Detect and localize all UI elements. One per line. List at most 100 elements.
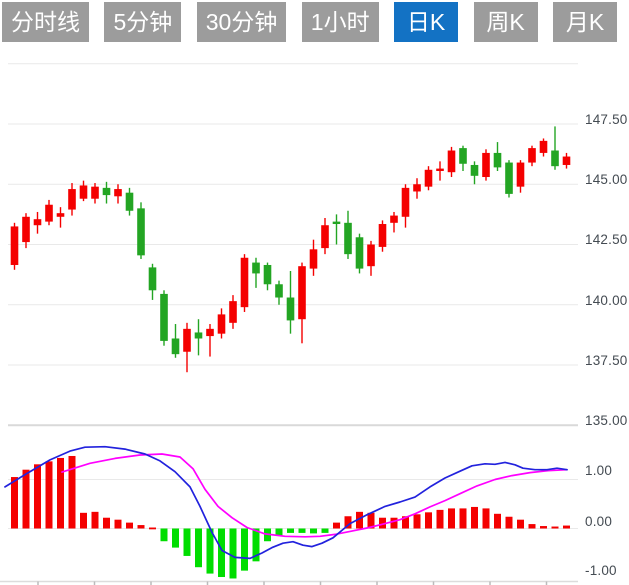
candle-up — [528, 148, 536, 163]
macd-bar-up — [126, 522, 133, 529]
macd-bar-up — [482, 508, 490, 529]
candle-up — [321, 225, 329, 249]
candle-down — [286, 297, 295, 321]
macd-bar-up — [551, 526, 559, 529]
candle-up — [114, 189, 122, 197]
macd-bar-up — [413, 514, 421, 529]
candle-down — [551, 150, 559, 167]
macd-bar-up — [505, 516, 513, 529]
macd-bar-down — [172, 528, 179, 548]
price-axis-label: 142.50 — [585, 232, 628, 247]
macd-bar-up — [356, 511, 363, 529]
tab-daily-k[interactable]: 日K — [394, 2, 459, 42]
candle-up — [309, 249, 318, 269]
candle-up — [447, 150, 456, 173]
candle-up — [367, 244, 375, 267]
macd-bar-down — [321, 528, 329, 533]
candle-up — [33, 219, 42, 226]
price-axis-label: 145.00 — [585, 172, 628, 187]
macd-bar-up — [333, 522, 340, 529]
candle-down — [137, 208, 145, 256]
price-axis-label: 137.50 — [585, 353, 628, 368]
candle-down — [275, 284, 283, 298]
macd-bar-up — [80, 512, 87, 529]
macd-bar-up — [471, 506, 478, 529]
candle-up — [240, 257, 249, 308]
macd-bar-up — [390, 517, 398, 529]
candle-up — [79, 185, 88, 199]
macd-bar-up — [344, 516, 352, 529]
candle-up — [562, 156, 571, 165]
candle-down — [505, 162, 513, 194]
candle-down — [252, 262, 260, 274]
macd-bar-down — [298, 528, 306, 533]
macd-bar-up — [517, 519, 524, 529]
macd-bar-down — [160, 528, 168, 542]
candle-up — [539, 140, 548, 153]
macd-bar-up — [494, 513, 501, 529]
macd-bar-down — [287, 528, 294, 533]
macd-bar-up — [425, 512, 432, 529]
macd-bar-up — [68, 455, 76, 529]
candle-down — [125, 192, 134, 211]
candle-up — [91, 186, 99, 199]
candle-down — [355, 237, 364, 269]
candle-up — [10, 226, 19, 265]
candle-down — [263, 264, 272, 285]
macd-bar-up — [448, 508, 455, 529]
macd-bar-up — [11, 477, 18, 529]
macd-bar-up — [563, 525, 570, 529]
tab-1-hour[interactable]: 1小时 — [301, 2, 379, 42]
macd-bar-down — [310, 528, 317, 534]
candle-up — [22, 216, 30, 243]
candle-up — [217, 314, 226, 334]
candle-down — [148, 267, 157, 291]
candle-up — [298, 266, 306, 320]
dea-line — [61, 453, 568, 538]
candle-up — [413, 184, 421, 192]
candle-up — [378, 224, 387, 247]
candle-up — [482, 152, 490, 178]
macd-bar-down — [218, 528, 225, 578]
macd-bar-up — [379, 517, 386, 529]
price-axis-label: 147.50 — [585, 112, 628, 127]
timeframe-tabbar: 分时线 5分钟 30分钟 1小时 日K 周K 月K — [0, 2, 617, 42]
tab-weekly-k[interactable]: 周K — [473, 2, 538, 42]
price-axis-label: 140.00 — [585, 293, 628, 308]
macd-bar-down — [195, 528, 202, 568]
price-axis-label: 135.00 — [585, 413, 628, 428]
candle-up — [390, 215, 398, 223]
macd-bar-up — [57, 457, 64, 529]
tab-30-minute[interactable]: 30分钟 — [196, 2, 287, 42]
candle-down — [493, 152, 502, 168]
candle-up — [45, 204, 53, 222]
macd-bar-up — [22, 469, 30, 529]
macd-bar-down — [241, 528, 248, 571]
macd-bar-up — [114, 519, 122, 529]
macd-bar-up — [34, 464, 41, 529]
tab-time-sharing-line[interactable]: 分时线 — [2, 2, 89, 42]
candle-up — [436, 168, 444, 171]
candle-down — [470, 164, 479, 176]
tab-monthly-k[interactable]: 月K — [553, 2, 617, 42]
candle-up — [56, 213, 65, 217]
tab-5-minute[interactable]: 5分钟 — [104, 2, 182, 42]
candle-up — [183, 328, 191, 352]
macd-bar-up — [91, 511, 99, 529]
candle-down — [459, 148, 467, 164]
candle-up — [68, 189, 76, 210]
macd-bar-down — [229, 528, 237, 579]
macd-bar-down — [275, 528, 283, 536]
candle-up — [424, 169, 433, 187]
candle-down — [194, 332, 203, 339]
macd-axis-label: 1.00 — [585, 463, 613, 478]
macd-bar-up — [137, 525, 145, 529]
macd-bar-up — [528, 524, 536, 529]
candle-down — [102, 187, 111, 196]
macd-axis-label: 0.00 — [585, 514, 613, 529]
candle-up — [401, 187, 410, 217]
candle-down — [332, 221, 341, 225]
macd-bar-down — [183, 528, 191, 556]
